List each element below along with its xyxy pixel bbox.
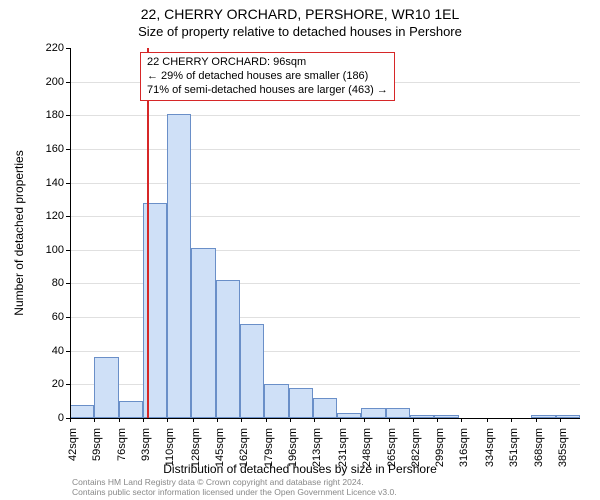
- histogram-bar: [70, 405, 94, 418]
- x-tick-mark: [241, 418, 242, 422]
- x-tick-mark: [389, 418, 390, 422]
- x-tick-label: 128sqm: [190, 428, 202, 488]
- y-tick-mark: [66, 149, 70, 150]
- y-tick-label: 160: [24, 143, 64, 155]
- y-tick-label: 40: [24, 345, 64, 357]
- y-tick-mark: [66, 115, 70, 116]
- x-tick-mark: [143, 418, 144, 422]
- credits-line2: Contains public sector information licen…: [72, 488, 397, 498]
- x-tick-label: 231sqm: [337, 428, 349, 488]
- x-tick-label: 282sqm: [410, 428, 422, 488]
- x-tick-mark: [487, 418, 488, 422]
- chart-container: 22, CHERRY ORCHARD, PERSHORE, WR10 1EL S…: [0, 0, 600, 500]
- plot-area: 22 CHERRY ORCHARD: 96sqm← 29% of detache…: [70, 48, 580, 418]
- x-tick-mark: [560, 418, 561, 422]
- histogram-bar: [264, 384, 288, 418]
- y-tick-mark: [66, 250, 70, 251]
- y-tick-mark: [66, 317, 70, 318]
- x-tick-label: 76sqm: [116, 428, 128, 488]
- x-tick-label: 145sqm: [214, 428, 226, 488]
- histogram-bar: [361, 408, 385, 418]
- y-tick-mark: [66, 351, 70, 352]
- y-tick-label: 20: [24, 378, 64, 390]
- x-tick-label: 265sqm: [386, 428, 398, 488]
- x-tick-mark: [70, 418, 71, 422]
- x-tick-mark: [536, 418, 537, 422]
- y-tick-mark: [66, 283, 70, 284]
- x-tick-label: 334sqm: [484, 428, 496, 488]
- y-tick-label: 180: [24, 109, 64, 121]
- y-tick-label: 100: [24, 244, 64, 256]
- histogram-bar: [94, 357, 118, 418]
- y-tick-label: 80: [24, 277, 64, 289]
- annotation-line3: 71% of semi-detached houses are larger (…: [147, 84, 388, 98]
- x-tick-mark: [511, 418, 512, 422]
- y-tick-mark: [66, 48, 70, 49]
- histogram-bar: [386, 408, 410, 418]
- reference-line: [147, 48, 149, 418]
- x-tick-mark: [119, 418, 120, 422]
- annotation-box: 22 CHERRY ORCHARD: 96sqm← 29% of detache…: [140, 52, 395, 101]
- histogram-bar: [191, 248, 215, 418]
- histogram-bar: [240, 324, 264, 418]
- y-tick-label: 140: [24, 177, 64, 189]
- x-tick-mark: [94, 418, 95, 422]
- x-tick-label: 213sqm: [311, 428, 323, 488]
- x-tick-label: 93sqm: [140, 428, 152, 488]
- x-tick-label: 179sqm: [263, 428, 275, 488]
- x-tick-label: 299sqm: [434, 428, 446, 488]
- histogram-bar: [289, 388, 313, 418]
- annotation-line1: 22 CHERRY ORCHARD: 96sqm: [147, 56, 388, 70]
- x-tick-label: 162sqm: [238, 428, 250, 488]
- x-tick-mark: [437, 418, 438, 422]
- y-tick-mark: [66, 82, 70, 83]
- x-tick-label: 351sqm: [508, 428, 520, 488]
- x-tick-label: 368sqm: [533, 428, 545, 488]
- y-tick-label: 0: [24, 412, 64, 424]
- x-tick-label: 385sqm: [557, 428, 569, 488]
- chart-title: 22, CHERRY ORCHARD, PERSHORE, WR10 1EL: [0, 6, 600, 22]
- x-tick-label: 248sqm: [361, 428, 373, 488]
- x-tick-mark: [266, 418, 267, 422]
- annotation-line2: ← 29% of detached houses are smaller (18…: [147, 70, 388, 84]
- x-tick-label: 316sqm: [458, 428, 470, 488]
- y-axis-line: [70, 48, 71, 418]
- histogram-bar: [313, 398, 337, 418]
- x-tick-label: 110sqm: [164, 428, 176, 488]
- x-tick-mark: [461, 418, 462, 422]
- histogram-bar: [216, 280, 240, 418]
- y-tick-label: 200: [24, 76, 64, 88]
- y-tick-mark: [66, 183, 70, 184]
- histogram-bar: [119, 401, 143, 418]
- x-tick-mark: [167, 418, 168, 422]
- x-tick-label: 59sqm: [91, 428, 103, 488]
- x-tick-mark: [217, 418, 218, 422]
- x-axis-line: [70, 418, 580, 419]
- y-tick-mark: [66, 384, 70, 385]
- x-tick-label: 196sqm: [287, 428, 299, 488]
- x-tick-mark: [340, 418, 341, 422]
- x-tick-mark: [193, 418, 194, 422]
- y-tick-mark: [66, 216, 70, 217]
- x-tick-mark: [290, 418, 291, 422]
- chart-subtitle: Size of property relative to detached ho…: [0, 24, 600, 39]
- y-tick-label: 220: [24, 42, 64, 54]
- x-tick-label: 42sqm: [67, 428, 79, 488]
- histogram-bar: [167, 114, 191, 418]
- x-tick-mark: [413, 418, 414, 422]
- y-tick-label: 120: [24, 210, 64, 222]
- x-tick-mark: [364, 418, 365, 422]
- x-tick-mark: [314, 418, 315, 422]
- y-tick-label: 60: [24, 311, 64, 323]
